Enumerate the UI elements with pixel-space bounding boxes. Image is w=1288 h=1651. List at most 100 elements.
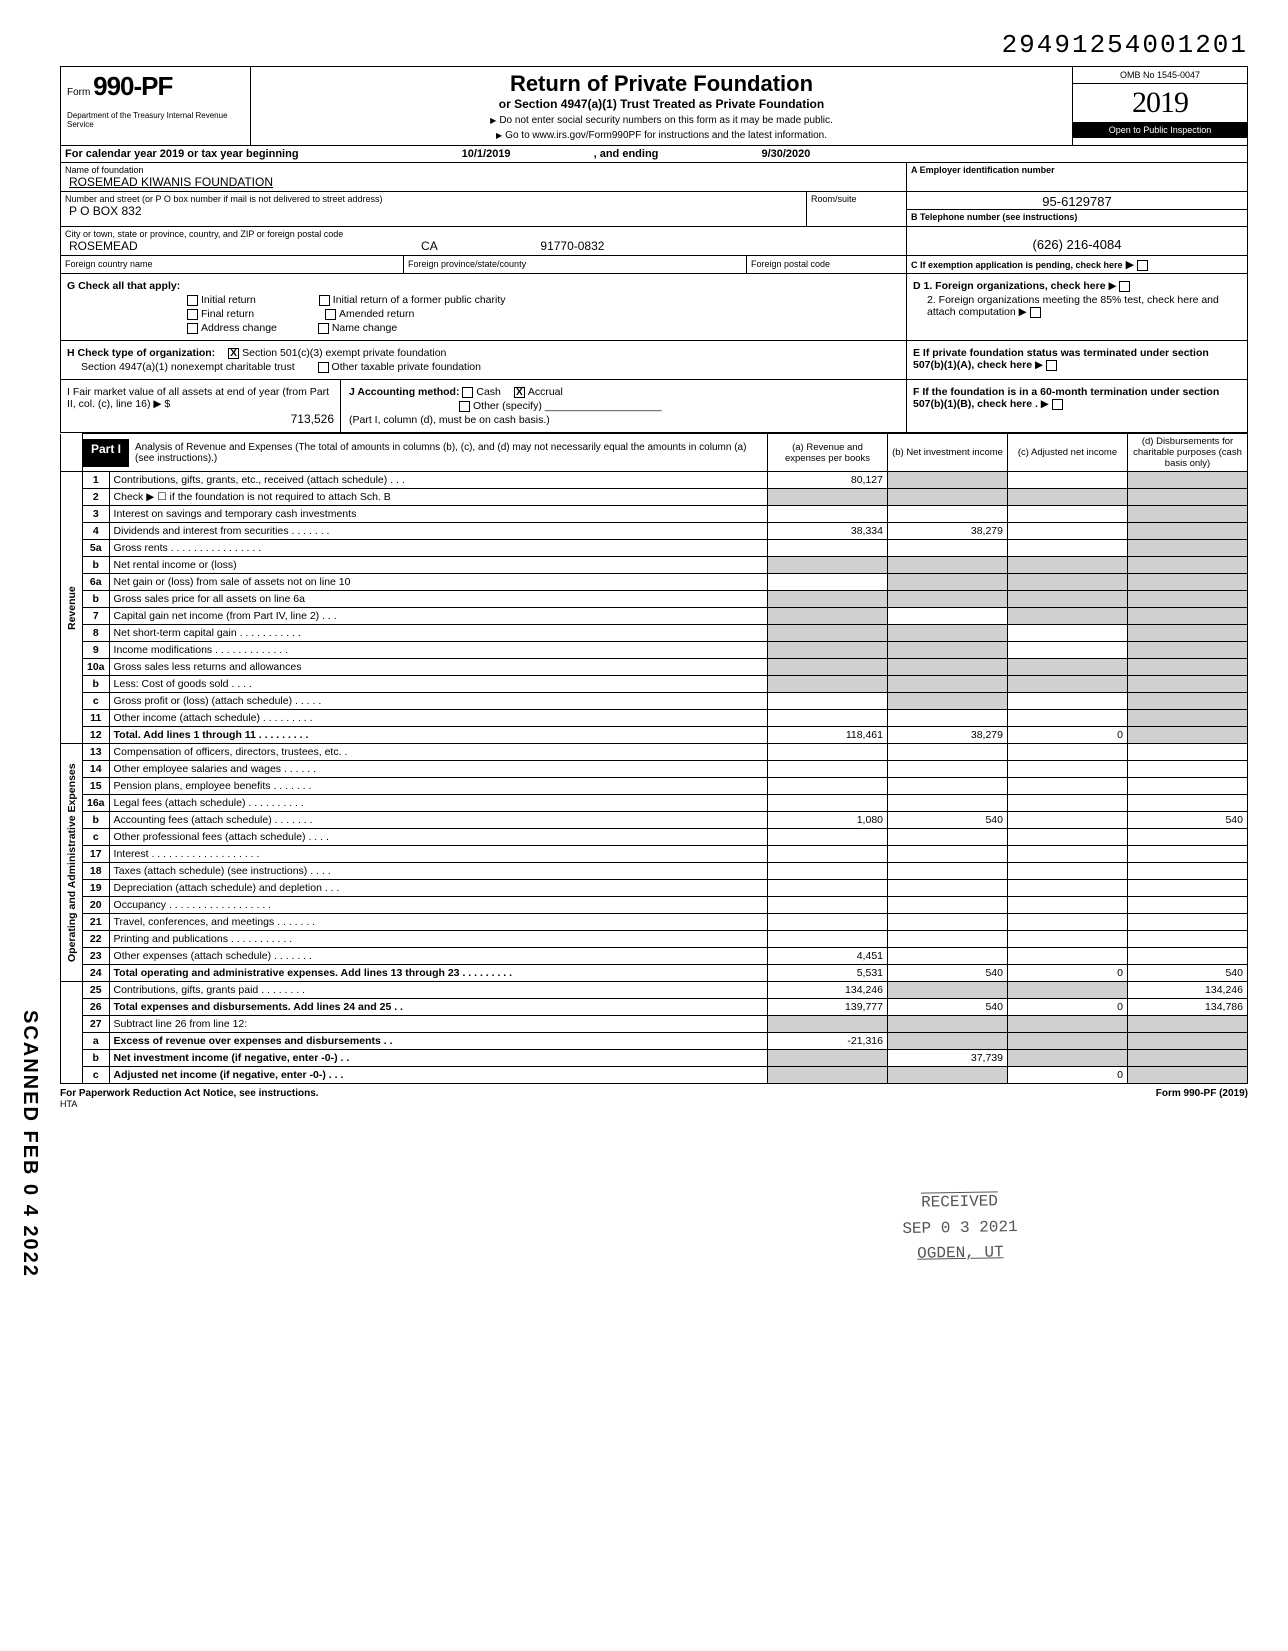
row-num: c	[83, 829, 110, 846]
row-desc: Check ▶ ☐ if the foundation is not requi…	[109, 489, 767, 506]
table-row: 26Total expenses and disbursements. Add …	[61, 999, 1248, 1016]
row-num: b	[83, 812, 110, 829]
tax-year-begin: 10/1/2019	[462, 148, 511, 160]
cb-f[interactable]	[1052, 399, 1063, 410]
part1-label: Part I	[83, 439, 129, 467]
row-desc: Taxes (attach schedule) (see instruction…	[109, 863, 767, 880]
expenses-side-label: Operating and Administrative Expenses	[61, 744, 83, 982]
row-desc: Pension plans, employee benefits . . . .…	[109, 778, 767, 795]
ein-label: A Employer identification number	[911, 165, 1243, 175]
cell: 38,279	[888, 727, 1008, 744]
row-num: c	[83, 1067, 110, 1084]
form-header: Form 990-PF Department of the Treasury I…	[60, 66, 1248, 146]
foundation-name-label: Name of foundation	[65, 165, 902, 175]
table-row: 21Travel, conferences, and meetings . . …	[61, 914, 1248, 931]
cb-h-other[interactable]	[318, 362, 329, 373]
row-desc: Gross sales price for all assets on line…	[109, 591, 767, 608]
header-center: Return of Private Foundation or Section …	[251, 67, 1072, 145]
lbl-h-other: Other taxable private foundation	[332, 361, 481, 373]
cb-e[interactable]	[1046, 360, 1057, 371]
cell: -21,316	[768, 1033, 888, 1050]
row-num: 17	[83, 846, 110, 863]
lbl-name-change: Name change	[332, 322, 397, 334]
h-label: H Check type of organization:	[67, 347, 215, 359]
d2-label: 2. Foreign organizations meeting the 85%…	[927, 294, 1219, 318]
lbl-other: Other (specify)	[473, 400, 542, 412]
row-num: 8	[83, 625, 110, 642]
col-b-header: (b) Net investment income	[888, 434, 1008, 472]
cell: 540	[888, 812, 1008, 829]
scanned-stamp: SCANNED FEB 0 4 2022	[18, 1010, 41, 1278]
table-row: aExcess of revenue over expenses and dis…	[61, 1033, 1248, 1050]
foreign-row: Foreign country name Foreign province/st…	[60, 256, 1248, 274]
cb-d1[interactable]	[1119, 281, 1130, 292]
table-row: cOther professional fees (attach schedul…	[61, 829, 1248, 846]
row-num: 3	[83, 506, 110, 523]
j-label: J Accounting method:	[349, 386, 459, 398]
header-left: Form 990-PF Department of the Treasury I…	[61, 67, 251, 145]
form-number: 990-PF	[93, 71, 172, 101]
c-checkbox[interactable]	[1137, 260, 1148, 271]
cb-final[interactable]	[187, 309, 198, 320]
table-row: 5aGross rents . . . . . . . . . . . . . …	[61, 540, 1248, 557]
cb-amended[interactable]	[325, 309, 336, 320]
received-word: RECEIVED	[869, 1188, 1049, 1217]
omb-number: OMB No 1545-0047	[1073, 67, 1247, 84]
table-row: 12Total. Add lines 1 through 11 . . . . …	[61, 727, 1248, 744]
cb-accrual[interactable]: X	[514, 387, 525, 398]
row-desc: Net investment income (if negative, ente…	[109, 1050, 767, 1067]
row-desc: Net rental income or (loss)	[109, 557, 767, 574]
lbl-initial: Initial return	[201, 294, 256, 306]
row-num: 24	[83, 965, 110, 982]
section-g-d: G Check all that apply: Initial return I…	[60, 274, 1248, 341]
lbl-cash: Cash	[476, 386, 501, 398]
form-prefix: Form	[67, 87, 90, 98]
cb-initial-former[interactable]	[319, 295, 330, 306]
table-row: 4Dividends and interest from securities …	[61, 523, 1248, 540]
row-desc: Other income (attach schedule) . . . . .…	[109, 710, 767, 727]
row-num: a	[83, 1033, 110, 1050]
cb-cash[interactable]	[462, 387, 473, 398]
row-desc: Dividends and interest from securities .…	[109, 523, 767, 540]
table-row: Revenue 1Contributions, gifts, grants, e…	[61, 472, 1248, 489]
phone-label: B Telephone number (see instructions)	[907, 209, 1247, 224]
cb-name-change[interactable]	[318, 323, 329, 334]
cell: 4,451	[768, 948, 888, 965]
row-desc: Contributions, gifts, grants, etc., rece…	[109, 472, 767, 489]
table-row: 18Taxes (attach schedule) (see instructi…	[61, 863, 1248, 880]
table-row: Operating and Administrative Expenses 13…	[61, 744, 1248, 761]
cell: 38,279	[888, 523, 1008, 540]
row-num: 18	[83, 863, 110, 880]
table-row: 11Other income (attach schedule) . . . .…	[61, 710, 1248, 727]
row-num: 11	[83, 710, 110, 727]
lbl-addr-change: Address change	[201, 322, 277, 334]
table-row: 22Printing and publications . . . . . . …	[61, 931, 1248, 948]
col-a-header: (a) Revenue and expenses per books	[768, 434, 888, 472]
received-date: SEP 0 3 2021	[870, 1214, 1050, 1243]
table-row: 27Subtract line 26 from line 12:	[61, 1016, 1248, 1033]
row-desc: Less: Cost of goods sold . . . .	[109, 676, 767, 693]
cb-addr-change[interactable]	[187, 323, 198, 334]
cell: 80,127	[768, 472, 888, 489]
form-footer-right: Form 990-PF (2019)	[1156, 1088, 1248, 1099]
room-label: Room/suite	[811, 194, 902, 204]
foundation-name: ROSEMEAD KIWANIS FOUNDATION	[65, 175, 902, 189]
cell: 1,080	[768, 812, 888, 829]
row-num: 9	[83, 642, 110, 659]
row-num: 26	[83, 999, 110, 1016]
row-num: 16a	[83, 795, 110, 812]
phone-value: (626) 216-4084	[1033, 237, 1122, 252]
row-desc: Income modifications . . . . . . . . . .…	[109, 642, 767, 659]
cell: 118,461	[768, 727, 888, 744]
cb-other[interactable]	[459, 401, 470, 412]
row-desc: Contributions, gifts, grants paid . . . …	[109, 982, 767, 999]
table-row: 2Check ▶ ☐ if the foundation is not requ…	[61, 489, 1248, 506]
url-note: Go to www.irs.gov/Form990PF for instruct…	[261, 130, 1062, 141]
cb-d2[interactable]	[1030, 307, 1041, 318]
row-num: c	[83, 693, 110, 710]
cb-h-501c3[interactable]: X	[228, 348, 239, 359]
address-label: Number and street (or P O box number if …	[65, 194, 802, 204]
row-num: 25	[83, 982, 110, 999]
table-row: 6aNet gain or (loss) from sale of assets…	[61, 574, 1248, 591]
cb-initial[interactable]	[187, 295, 198, 306]
